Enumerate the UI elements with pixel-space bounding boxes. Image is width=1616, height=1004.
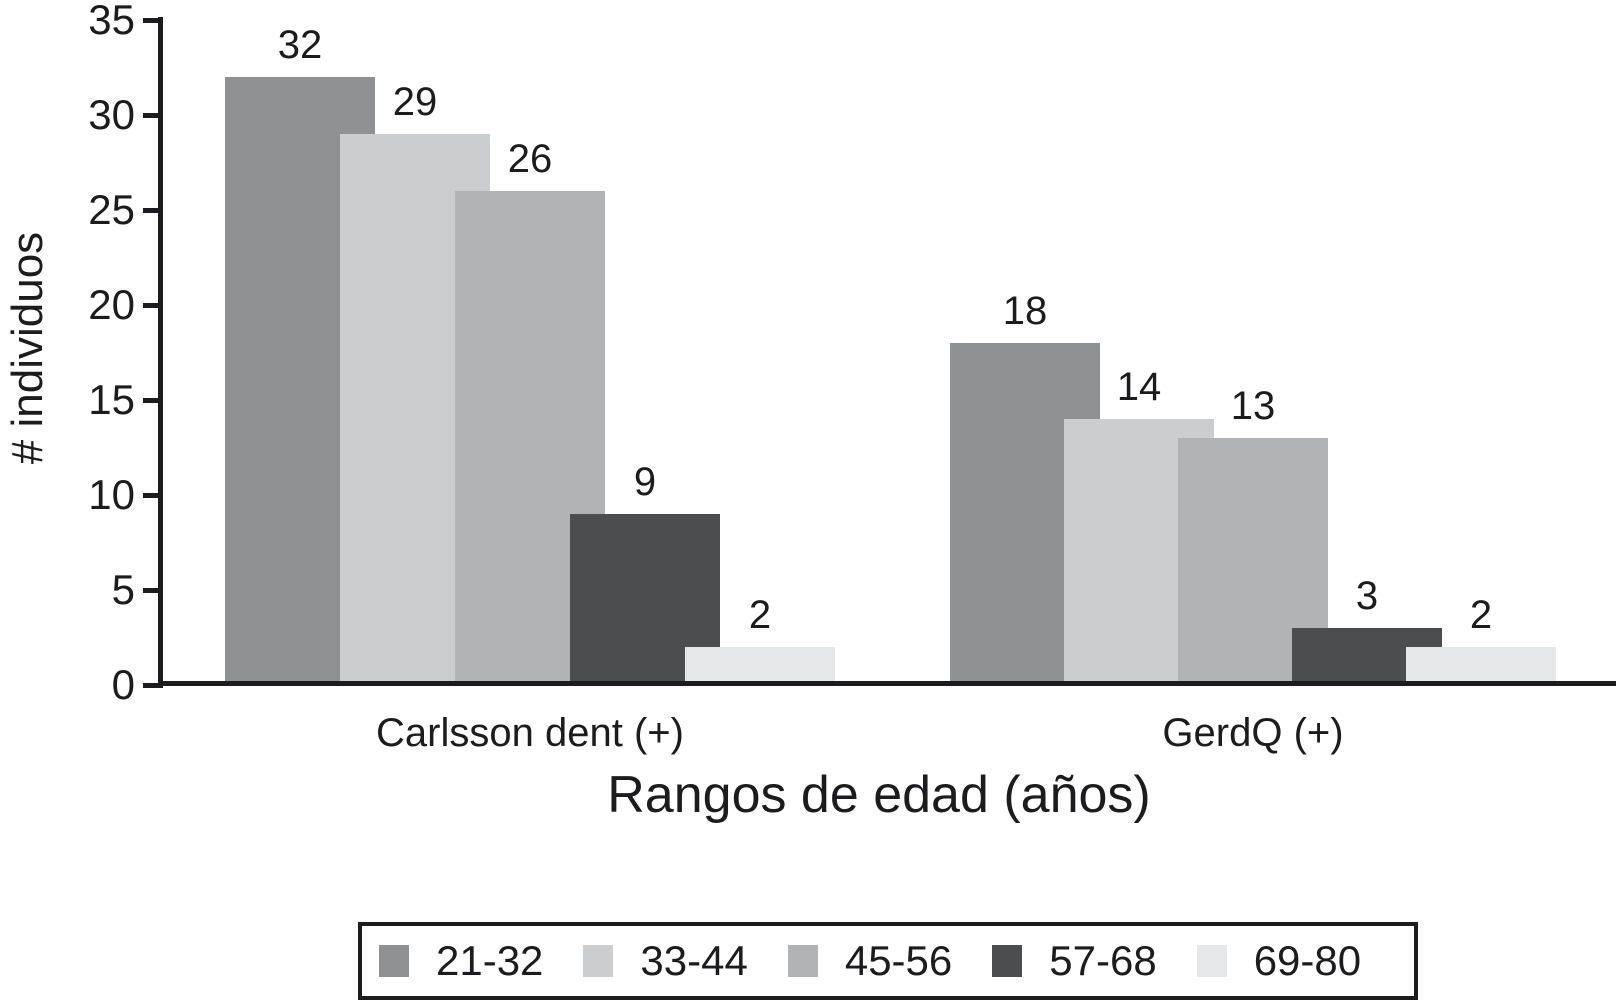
legend-item-69-80: 69-80 — [1196, 937, 1362, 984]
legend-label: 21-32 — [436, 937, 544, 984]
legend-item-33-44: 33-44 — [583, 937, 748, 984]
y-axis-title: # individuos — [3, 231, 52, 465]
y-tick-label: 20 — [88, 281, 135, 328]
bar-value-label: 2 — [748, 593, 772, 637]
legend-swatch — [992, 945, 1023, 977]
y-tick — [143, 17, 163, 23]
y-tick-label: 5 — [111, 566, 135, 613]
x-axis-line — [158, 681, 1616, 686]
legend-box: 21-32 33-44 45-56 57-68 69-80 — [358, 922, 1418, 1000]
y-axis-line — [158, 17, 163, 687]
legend-label: 45-56 — [844, 937, 953, 984]
legend-item-57-68: 57-68 — [992, 937, 1157, 984]
y-tick — [143, 587, 163, 593]
y-tick-label: 10 — [88, 471, 135, 518]
bar-value-label: 18 — [1002, 289, 1048, 333]
legend-swatch — [379, 945, 409, 977]
y-tick — [143, 302, 163, 308]
bar-value-label: 2 — [1469, 593, 1493, 637]
bar-value-label: 14 — [1116, 365, 1162, 409]
bar-value-label: 32 — [277, 23, 323, 67]
y-tick-label: 15 — [88, 376, 135, 423]
y-tick — [143, 492, 163, 498]
y-tick-label: 30 — [88, 91, 135, 138]
y-tick-label: 25 — [88, 186, 135, 233]
bar-value-label: 9 — [633, 460, 657, 504]
y-tick — [143, 397, 163, 403]
bar-69-80-carlsson — [685, 647, 835, 685]
y-tick-label: 35 — [88, 0, 135, 43]
bar-value-label: 3 — [1355, 574, 1379, 618]
legend-item-45-56: 45-56 — [787, 937, 953, 984]
legend-item-21-32: 21-32 — [379, 938, 543, 984]
y-tick — [143, 207, 163, 213]
y-tick — [143, 682, 163, 688]
category-label-carlsson: Carlsson dent (+) — [376, 711, 684, 755]
x-axis-title: Rangos de edad (años) — [607, 766, 1151, 824]
bar-69-80-gerdq — [1406, 647, 1556, 685]
legend-swatch — [787, 945, 818, 977]
bar-value-label: 29 — [392, 80, 438, 124]
y-tick — [143, 112, 163, 118]
legend-swatch — [1196, 945, 1227, 977]
legend-label: 57-68 — [1049, 937, 1157, 984]
bar-value-label: 26 — [507, 137, 553, 181]
bar-value-label: 13 — [1230, 384, 1276, 428]
y-tick-label: 0 — [111, 661, 135, 708]
legend-label: 69-80 — [1253, 937, 1362, 984]
legend-label: 33-44 — [640, 937, 748, 984]
legend-swatch — [583, 945, 614, 977]
category-label-gerdq: GerdQ (+) — [1162, 711, 1344, 755]
